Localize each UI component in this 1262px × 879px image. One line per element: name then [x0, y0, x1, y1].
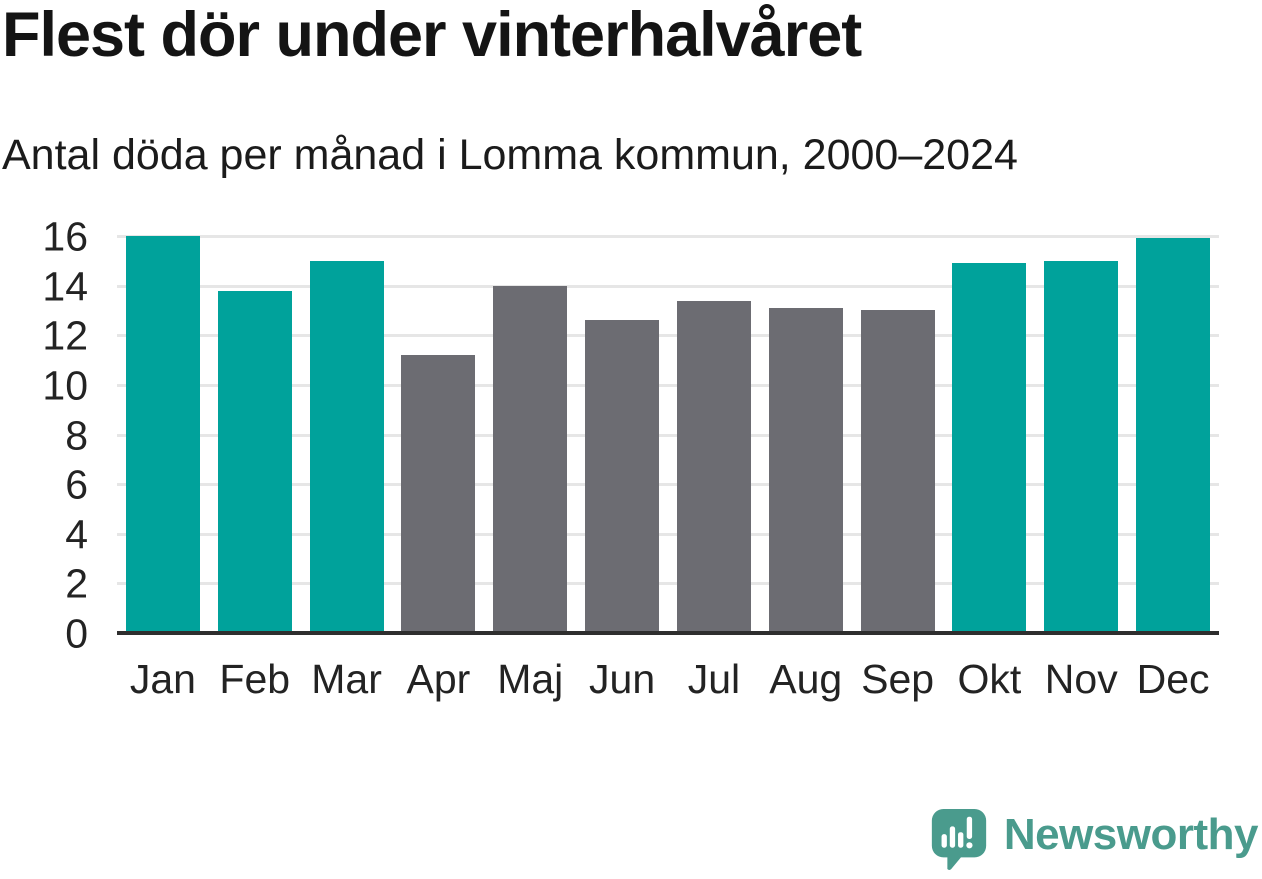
chart-title: Flest dör under vinterhalvåret	[2, 0, 862, 70]
chart-subtitle: Antal döda per månad i Lomma kommun, 200…	[2, 131, 1018, 179]
bar-dec	[1136, 238, 1211, 633]
bar-nov	[1044, 260, 1119, 633]
newsworthy-logo: Newsworthy	[928, 807, 1259, 871]
bar-maj	[493, 285, 568, 633]
gridline-y-6	[117, 483, 1219, 487]
y-axis-tick-label-0: 0	[65, 610, 88, 657]
gridline-y-12	[117, 334, 1219, 338]
gridline-y-4	[117, 532, 1219, 536]
bar-okt	[952, 263, 1027, 633]
y-axis-tick-label-6: 6	[65, 461, 88, 508]
x-axis-label-sep: Sep	[861, 656, 935, 702]
x-axis-label-nov: Nov	[1044, 656, 1118, 702]
bar-jul	[676, 300, 751, 633]
y-axis-tick-label-2: 2	[65, 560, 88, 607]
gridline-y-14	[117, 284, 1219, 288]
y-axis-tick-label-10: 10	[42, 362, 88, 409]
gridline-y-8	[117, 433, 1219, 437]
bar-aug	[768, 307, 843, 633]
x-axis-label-mar: Mar	[311, 656, 382, 702]
y-axis-tick-label-16: 16	[42, 213, 88, 260]
gridline-y-10	[117, 383, 1219, 387]
x-axis-label-jun: Jun	[589, 656, 656, 702]
gridline-y-2	[117, 582, 1219, 586]
y-axis-tick-label-4: 4	[65, 511, 88, 558]
y-axis-tick-label-8: 8	[65, 412, 88, 458]
newsworthy-logo-icon	[931, 808, 986, 871]
x-axis-label-jul: Jul	[687, 656, 741, 702]
bar-jan	[125, 236, 200, 633]
x-axis-label-apr: Apr	[406, 656, 471, 702]
y-axis-tick-label-14: 14	[42, 263, 88, 310]
newsworthy-wordmark: Newsworthy	[1003, 810, 1259, 859]
bar-mar	[309, 260, 384, 633]
x-axis-line	[117, 631, 1219, 635]
bar-sep	[860, 310, 935, 633]
x-axis-label-jan: Jan	[129, 656, 196, 702]
y-axis-tick-label-12: 12	[42, 312, 88, 359]
bar-apr	[401, 355, 476, 633]
x-axis-label-okt: Okt	[957, 656, 1022, 702]
x-axis-label-maj: Maj	[497, 656, 564, 702]
bar-feb	[217, 290, 292, 633]
x-axis-label-feb: Feb	[219, 656, 291, 702]
gridline-y-16	[117, 235, 1219, 238]
x-axis-label-aug: Aug	[769, 656, 843, 702]
x-axis-label-dec: Dec	[1136, 656, 1210, 702]
bar-jun	[585, 320, 660, 633]
